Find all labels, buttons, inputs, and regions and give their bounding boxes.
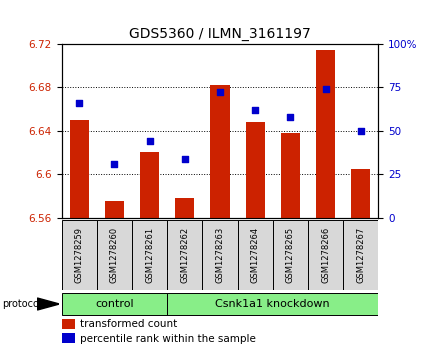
- Bar: [70, 120, 89, 218]
- Bar: [351, 169, 370, 218]
- Text: GSM1278259: GSM1278259: [75, 227, 84, 283]
- Point: [216, 89, 224, 95]
- Text: GSM1278267: GSM1278267: [356, 227, 365, 283]
- Point: [287, 114, 294, 120]
- Bar: [316, 50, 335, 218]
- FancyBboxPatch shape: [97, 220, 132, 290]
- FancyBboxPatch shape: [62, 220, 97, 290]
- Point: [146, 138, 153, 144]
- Text: GSM1278266: GSM1278266: [321, 227, 330, 283]
- Bar: [175, 198, 194, 218]
- Point: [252, 107, 259, 113]
- Text: GSM1278264: GSM1278264: [251, 227, 260, 283]
- FancyBboxPatch shape: [167, 293, 378, 315]
- Text: GSM1278262: GSM1278262: [180, 227, 189, 283]
- Point: [111, 161, 118, 167]
- Bar: [246, 122, 265, 218]
- FancyBboxPatch shape: [273, 220, 308, 290]
- Point: [181, 156, 188, 162]
- Point: [76, 100, 83, 106]
- FancyBboxPatch shape: [167, 220, 202, 290]
- FancyBboxPatch shape: [308, 220, 343, 290]
- Bar: [62, 333, 75, 343]
- Text: Csnk1a1 knockdown: Csnk1a1 knockdown: [216, 299, 330, 309]
- FancyBboxPatch shape: [62, 293, 167, 315]
- Polygon shape: [37, 298, 59, 310]
- Text: GSM1278261: GSM1278261: [145, 227, 154, 283]
- Text: GSM1278260: GSM1278260: [110, 227, 119, 283]
- Point: [322, 86, 329, 92]
- Bar: [281, 133, 300, 218]
- Text: transformed count: transformed count: [80, 319, 177, 330]
- FancyBboxPatch shape: [343, 220, 378, 290]
- Bar: [105, 201, 124, 218]
- Text: control: control: [95, 299, 134, 309]
- Title: GDS5360 / ILMN_3161197: GDS5360 / ILMN_3161197: [129, 27, 311, 41]
- Point: [357, 128, 364, 134]
- Bar: [62, 319, 75, 329]
- FancyBboxPatch shape: [132, 220, 167, 290]
- FancyBboxPatch shape: [202, 220, 238, 290]
- FancyBboxPatch shape: [238, 220, 273, 290]
- Text: GSM1278265: GSM1278265: [286, 227, 295, 283]
- Text: GSM1278263: GSM1278263: [216, 227, 224, 283]
- Text: protocol: protocol: [2, 299, 42, 309]
- Bar: [140, 152, 159, 218]
- Text: percentile rank within the sample: percentile rank within the sample: [80, 334, 256, 344]
- Bar: [210, 85, 230, 218]
